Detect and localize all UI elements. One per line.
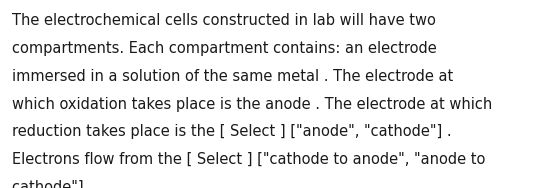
Text: cathode"] .: cathode"] . — [12, 180, 93, 188]
Text: Electrons flow from the [ Select ] ["cathode to anode", "anode to: Electrons flow from the [ Select ] ["cat… — [12, 152, 485, 167]
Text: which oxidation takes place is the anode . The electrode at which: which oxidation takes place is the anode… — [12, 97, 493, 112]
Text: compartments. Each compartment contains: an electrode: compartments. Each compartment contains:… — [12, 41, 437, 56]
Text: reduction takes place is the [ Select ] ["anode", "cathode"] .: reduction takes place is the [ Select ] … — [12, 124, 452, 139]
Text: immersed in a solution of the same metal . The electrode at: immersed in a solution of the same metal… — [12, 69, 454, 84]
Text: The electrochemical cells constructed in lab will have two: The electrochemical cells constructed in… — [12, 13, 436, 28]
